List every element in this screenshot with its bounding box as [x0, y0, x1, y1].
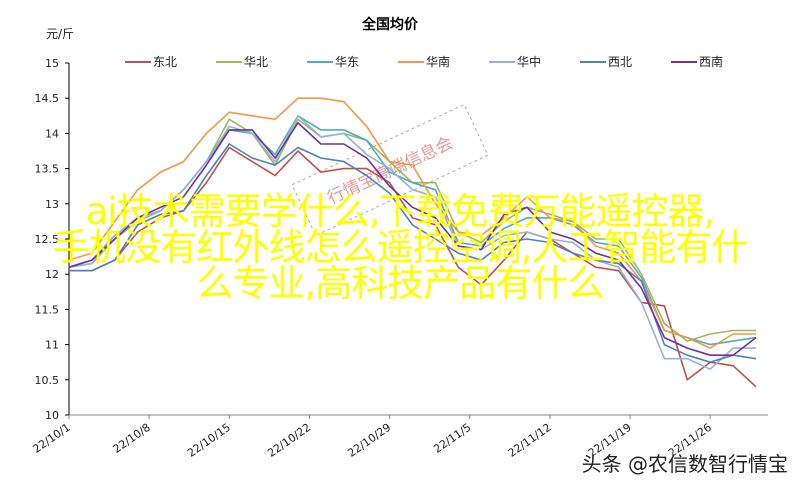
legend-label: 东北: [153, 55, 177, 69]
x-tick-label: 22/10/22: [265, 421, 313, 460]
y-tick-label: 15: [45, 57, 59, 70]
legend-label: 华南: [426, 54, 450, 69]
chart-title: 全国均价: [361, 16, 419, 33]
y-tick-label: 12: [45, 268, 59, 281]
y-tick-label: 10.5: [35, 374, 60, 387]
y-tick-label: 12.5: [35, 233, 60, 246]
legend-label: 华中: [517, 54, 541, 69]
y-tick-label: 14.5: [35, 92, 60, 105]
legend-label: 华东: [335, 55, 359, 69]
x-tick-label: 22/10/8: [111, 421, 153, 456]
footer-credit: 头条 @农信数智行情宝: [581, 452, 788, 476]
y-tick-label: 11.5: [35, 303, 60, 316]
legend-label: 华北: [244, 55, 268, 69]
x-tick-label: 22/10/15: [185, 421, 233, 460]
watermark-box: [291, 103, 489, 237]
x-tick-label: 22/11/5: [431, 421, 473, 456]
series-line-5: [69, 143, 757, 364]
overlay-line-3: 么专业,高科技产品有什么: [196, 262, 605, 305]
y-tick-label: 14: [45, 127, 59, 140]
x-tick-label: 22/10/1: [31, 421, 73, 456]
x-tick-label: 22/11/12: [506, 421, 554, 460]
y-tick-label: 11: [45, 339, 59, 352]
y-tick-label: 13: [45, 198, 59, 211]
y-tick-label: 10: [45, 409, 59, 422]
x-tick-label: 22/10/29: [345, 421, 393, 460]
overlay-line-1: ai技术需要学什么,下载免费万能遥控器,: [85, 190, 715, 233]
legend-label: 西北: [608, 55, 632, 69]
y-tick-label: 13.5: [35, 163, 60, 176]
series-line-4: [68, 115, 756, 371]
overlay-line-2: 手机没有红外线怎么遥控空调,人工智能有什: [52, 226, 749, 269]
y-axis-label: 元/斤: [46, 27, 74, 41]
series-line-6: [68, 122, 757, 357]
legend-label: 西南: [699, 54, 723, 69]
